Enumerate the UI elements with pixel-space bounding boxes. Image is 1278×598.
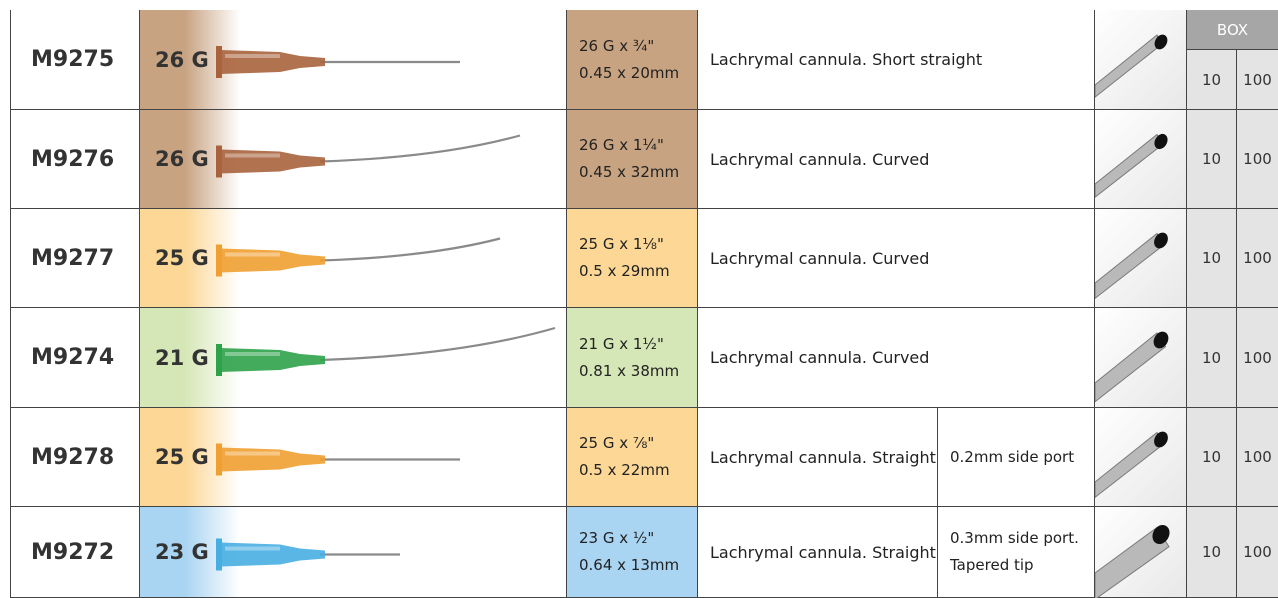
shape [220,150,325,174]
box-qty: 10 [1187,50,1237,110]
shape [220,543,325,567]
text-line: Tapered tip [950,552,1034,579]
box-qty: 100 [1237,209,1278,308]
text-line: 21 G x 1½" [579,331,664,358]
note: 0.3mm side port.Tapered tip [938,507,1095,598]
shape [220,348,325,372]
box-qty: 100 [1237,110,1278,209]
description: Lachrymal cannula. Straight [698,507,938,598]
illustration [1095,507,1187,598]
description: Lachrymal cannula. Straight [698,408,938,507]
tip-image [1095,209,1187,308]
shape [220,50,325,74]
description: Lachrymal cannula. Short straight [698,10,1095,110]
box-qty: 100 [1237,408,1278,507]
text-line: 25 G x ⅞" [579,430,654,457]
tip-image [1095,507,1187,598]
shape [320,239,500,261]
shape [1095,135,1163,198]
product-code: M9277 [10,209,140,308]
size-spec: 23 G x ½"0.64 x 13mm [567,507,698,598]
illustration [140,209,565,308]
product-code: M9276 [10,110,140,209]
gauge-cell: 21 G [140,308,567,408]
text-line: 26 G x 1¼" [579,132,664,159]
shape [1095,433,1164,498]
box-qty: 10 [1187,110,1237,209]
gauge-cell: 25 G [140,408,567,507]
illustration [1095,10,1187,110]
illustration [140,110,565,209]
box-header: BOX [1187,10,1278,50]
illustration [140,308,565,408]
gauge-cell: 26 G [140,10,567,110]
box-qty: 100 [1237,507,1278,598]
box-qty: 100 [1237,308,1278,408]
gauge-cell: 26 G [140,110,567,209]
shape [220,448,325,472]
text-line: 0.45 x 32mm [579,159,679,186]
illustration [140,507,565,598]
illustration [1095,408,1187,507]
description: Lachrymal cannula. Curved [698,308,1095,408]
shape [220,249,325,273]
size-spec: 26 G x 1¼"0.45 x 32mm [567,110,698,209]
box-qty: 10 [1187,209,1237,308]
shape [225,253,280,257]
product-code: M9272 [10,507,140,598]
gauge-cell: 25 G [140,209,567,308]
size-spec: 25 G x 1⅛"0.5 x 29mm [567,209,698,308]
product-code: M9274 [10,308,140,408]
shape [225,54,280,58]
shape [225,154,280,158]
shape [320,136,520,162]
text-line: 0.5 x 22mm [579,457,670,484]
text-line: 0.45 x 20mm [579,60,679,87]
tip-image [1095,10,1187,110]
shape [225,352,280,356]
illustration [1095,110,1187,209]
size-spec: 21 G x 1½"0.81 x 38mm [567,308,698,408]
note: 0.2mm side port [938,408,1095,507]
illustration [1095,308,1187,408]
shape [320,328,555,360]
illustration [1095,209,1187,308]
tip-image [1095,408,1187,507]
box-qty: 10 [1187,308,1237,408]
product-code: M9278 [10,408,140,507]
shape [225,547,280,551]
box-qty: 10 [1187,408,1237,507]
text-line: 25 G x 1⅛" [579,231,664,258]
shape [1095,234,1164,299]
text-line: 0.2mm side port [950,444,1074,471]
product-code: M9275 [10,10,140,110]
description: Lachrymal cannula. Curved [698,110,1095,209]
box-qty: 10 [1187,507,1237,598]
text-line: 0.81 x 38mm [579,358,679,385]
illustration [140,408,565,507]
text-line: 0.3mm side port. [950,525,1079,552]
text-line: 0.64 x 13mm [579,552,679,579]
text-line: 26 G x ¾" [579,33,654,60]
gauge-cell: 23 G [140,507,567,598]
text-line: 0.5 x 29mm [579,258,670,285]
text-line: 23 G x ½" [579,525,654,552]
illustration [140,10,565,110]
size-spec: 26 G x ¾"0.45 x 20mm [567,10,698,110]
description: Lachrymal cannula. Curved [698,209,1095,308]
tip-image [1095,110,1187,209]
product-table: BOXM927526 G26 G x ¾"0.45 x 20mmLachryma… [0,0,1278,598]
box-qty: 100 [1237,50,1278,110]
shape [1095,35,1163,97]
tip-image [1095,308,1187,408]
size-spec: 25 G x ⅞"0.5 x 22mm [567,408,698,507]
shape [225,452,280,456]
